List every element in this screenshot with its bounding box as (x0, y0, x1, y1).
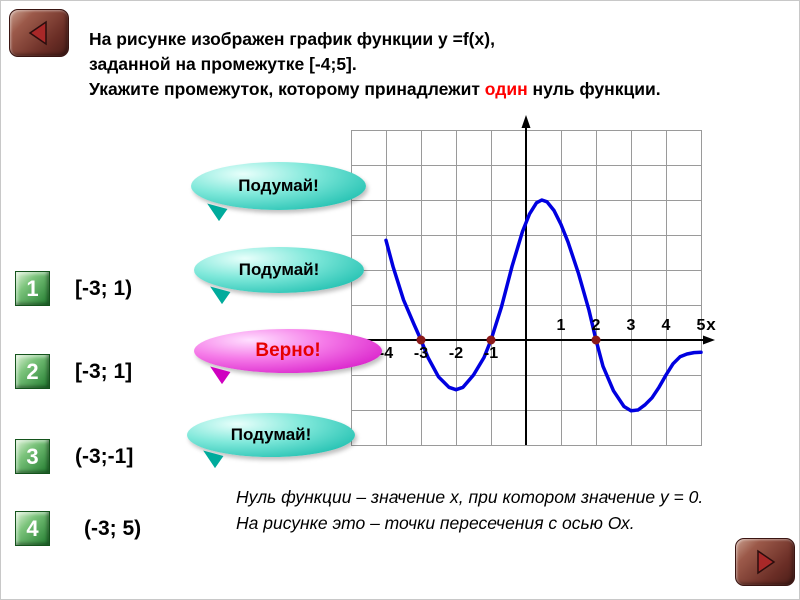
title-line1: На рисунке изображен график функции у =f… (89, 29, 495, 49)
title-line3-prefix: Укажите промежуток, которому принадлежит (89, 79, 485, 99)
title-line3: Укажите промежуток, которому принадлежит… (89, 77, 749, 102)
back-button[interactable] (9, 9, 69, 57)
feedback-bubble-4: Подумай! (187, 413, 355, 457)
option-number-button[interactable]: 4 (15, 511, 50, 546)
option-number-button[interactable]: 1 (15, 271, 50, 306)
feedback-text: Подумай! (230, 425, 312, 444)
option-label: [-3; 1] (75, 359, 133, 383)
forward-arrow-icon (757, 549, 776, 575)
feedback-text: Подумай! (238, 176, 319, 195)
feedback-bubble-2: Подумай! (194, 247, 364, 293)
back-arrow-icon (28, 20, 47, 46)
highlight-word: один (484, 79, 528, 99)
title-line3-suffix: нуль функции. (527, 79, 661, 99)
option-label: [-3; 1) (75, 276, 133, 300)
x-axis-label: x (706, 315, 716, 334)
zero-dot (486, 335, 496, 345)
option-number-button[interactable]: 2 (15, 354, 50, 389)
zero-dot (591, 335, 601, 345)
feedback-text: Верно! (255, 340, 321, 361)
option-label: (-3;-1] (75, 444, 134, 468)
zero-dot (416, 335, 426, 345)
feedback-bubble-1: Подумай! (191, 162, 366, 210)
graph-svg (351, 115, 715, 445)
question-title: На рисунке изображен график функции у =f… (89, 27, 749, 102)
definition-line2: На рисунке это – точки пересечения с ось… (236, 513, 635, 533)
y-axis-arrow-icon (521, 115, 531, 128)
answer-option-4[interactable]: 4 (-3; 5) (15, 511, 141, 546)
answer-option-2[interactable]: 2 [-3; 1] (15, 354, 132, 389)
feedback-text: Подумай! (238, 260, 320, 279)
definition-line1: Нуль функции – значение х, при котором з… (236, 487, 704, 507)
answer-option-3[interactable]: 3 (-3;-1] (15, 439, 133, 474)
title-line2: заданной на промежутке [-4;5]. (89, 54, 357, 74)
option-label: (-3; 5) (84, 516, 142, 540)
answer-option-1[interactable]: 1 [-3; 1) (15, 271, 132, 306)
option-number-button[interactable]: 3 (15, 439, 50, 474)
function-curve (384, 198, 703, 413)
definition-note: Нуль функции – значение х, при котором з… (236, 484, 766, 536)
forward-button[interactable] (735, 538, 795, 586)
x-axis-arrow-icon (703, 335, 715, 345)
feedback-bubble-3: Верно! (194, 329, 382, 373)
